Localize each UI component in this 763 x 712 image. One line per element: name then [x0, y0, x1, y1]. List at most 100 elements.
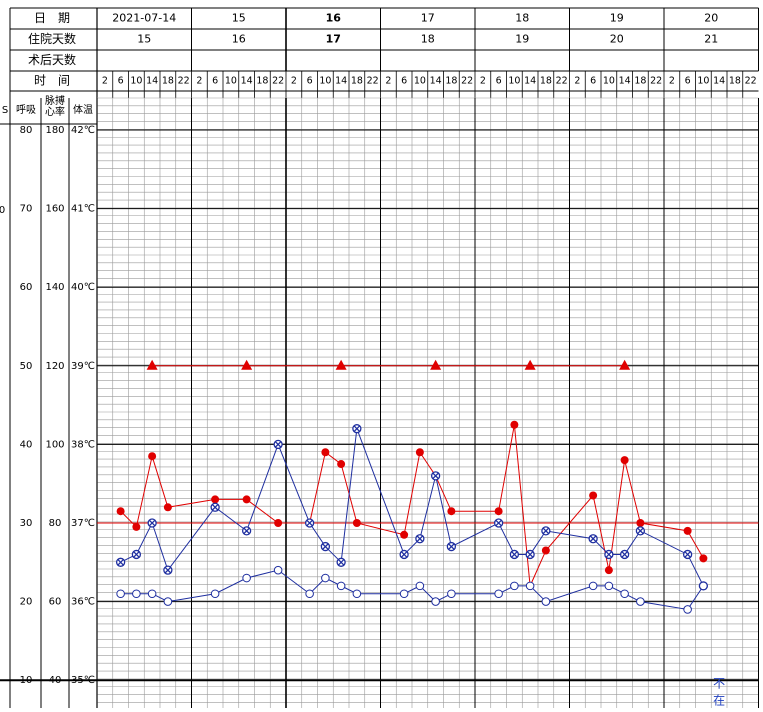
temperature-point-x2 [306, 519, 313, 527]
temperature-point-x2 [401, 551, 408, 558]
respiration-point [604, 581, 614, 591]
pulse-point [400, 530, 409, 539]
stay-day-cell: 17 [326, 33, 341, 46]
pulse-point [148, 452, 157, 461]
date-cell: 2021-07-14 [112, 12, 176, 25]
temperature-point [241, 526, 252, 536]
pulse-point [415, 448, 424, 457]
temperature-point-x2 [542, 527, 549, 534]
pulse-point [636, 519, 645, 527]
resp-tick: 50 [20, 361, 33, 372]
resp-tick: 30 [20, 518, 33, 529]
respiration-point [116, 589, 125, 599]
pulse-tick: 60 [49, 597, 62, 608]
pulse-point [604, 566, 613, 575]
temperature-point-x2 [637, 527, 644, 534]
date-cell: 18 [515, 12, 529, 25]
time-label: 10 [414, 76, 426, 87]
temperature-point-x2 [495, 519, 502, 527]
respiration-point [336, 581, 346, 591]
pulse-point [447, 507, 456, 516]
temperature-point-x2 [432, 472, 439, 479]
temperature-point-x2 [353, 425, 360, 432]
resp-tick: 80 [20, 125, 33, 136]
temperature-point-x2 [212, 504, 219, 511]
temperature-point-x2 [416, 535, 423, 542]
temperature-point [588, 534, 598, 544]
time-label: 18 [445, 76, 457, 87]
resp-tick: 40 [20, 439, 33, 450]
time-label: 22 [556, 76, 568, 87]
temperature-point [352, 424, 362, 434]
triangle-point [619, 359, 631, 370]
time-label: 6 [685, 76, 691, 87]
time-label: 22 [461, 76, 473, 87]
pulse-point [116, 507, 125, 516]
temp-tick: 39℃ [71, 361, 95, 372]
temperature-point [604, 549, 614, 560]
time-label: 22 [650, 76, 662, 87]
triangle-point [241, 359, 253, 370]
respiration-point [210, 589, 220, 599]
temperature-point [682, 549, 693, 560]
temp-tick: 35℃ [71, 675, 95, 686]
time-label: 6 [212, 76, 218, 87]
time-label: 10 [130, 76, 142, 87]
stay-day-cell: 20 [610, 33, 624, 46]
axis-header-s: S [2, 105, 8, 116]
pulse-tick: 120 [45, 361, 64, 372]
pulse-point [352, 519, 361, 527]
time-label: 18 [540, 76, 552, 87]
time-label: 10 [697, 76, 709, 87]
temperature-point-x2 [338, 559, 345, 566]
pulse-tick: 40 [49, 675, 62, 686]
date-cell: 16 [326, 12, 342, 25]
temperature-point-x2 [133, 551, 140, 558]
time-label: 14 [335, 76, 347, 87]
temperature-point [273, 439, 283, 450]
time-label: 18 [729, 76, 741, 87]
temperature-point [336, 557, 346, 567]
temperature-point-x2 [117, 559, 124, 566]
time-label: 2 [102, 76, 108, 87]
stay-day-cell: 21 [704, 33, 718, 46]
row-label-time: 时 间 [34, 74, 70, 88]
pulse-point [211, 495, 220, 504]
respiration-point [699, 581, 708, 591]
stay-day-cell: 19 [515, 33, 529, 46]
time-label: 10 [603, 76, 615, 87]
time-label: 2 [480, 76, 486, 87]
temperature-point [131, 549, 142, 560]
temperature-point-x2 [527, 551, 534, 558]
respiration-point [321, 573, 330, 583]
pulse-tick: 180 [45, 125, 64, 136]
temp-tick: 41℃ [71, 204, 95, 215]
respiration-point [242, 573, 251, 583]
temperature-point [210, 502, 220, 512]
respiration-point [273, 565, 283, 575]
temperature-point-x2 [511, 551, 518, 558]
temperature-point [446, 541, 457, 552]
stay-day-cell: 15 [137, 33, 151, 46]
respiration-point [510, 581, 519, 591]
temperature-point [147, 518, 157, 528]
resp-tick: 70 [20, 204, 33, 215]
pulse-point [541, 546, 550, 555]
row-label-date: 日 期 [34, 11, 70, 25]
temperature-point-x2 [684, 551, 691, 558]
triangle-point [524, 359, 536, 370]
temperature-point [304, 518, 315, 528]
temperature-point-x2 [590, 535, 597, 542]
time-label: 22 [272, 76, 284, 87]
annotation-text-char: 在 [713, 694, 725, 708]
respiration-point [399, 589, 409, 599]
triangle-point [430, 359, 442, 370]
resp-tick: 10 [20, 675, 33, 686]
temperature-point-x2 [322, 543, 329, 550]
temperature-point [415, 534, 425, 544]
temperature-point-x2 [621, 551, 628, 558]
time-label: 10 [508, 76, 520, 87]
temperature-point [509, 549, 520, 560]
temp-tick: 37℃ [71, 518, 95, 529]
